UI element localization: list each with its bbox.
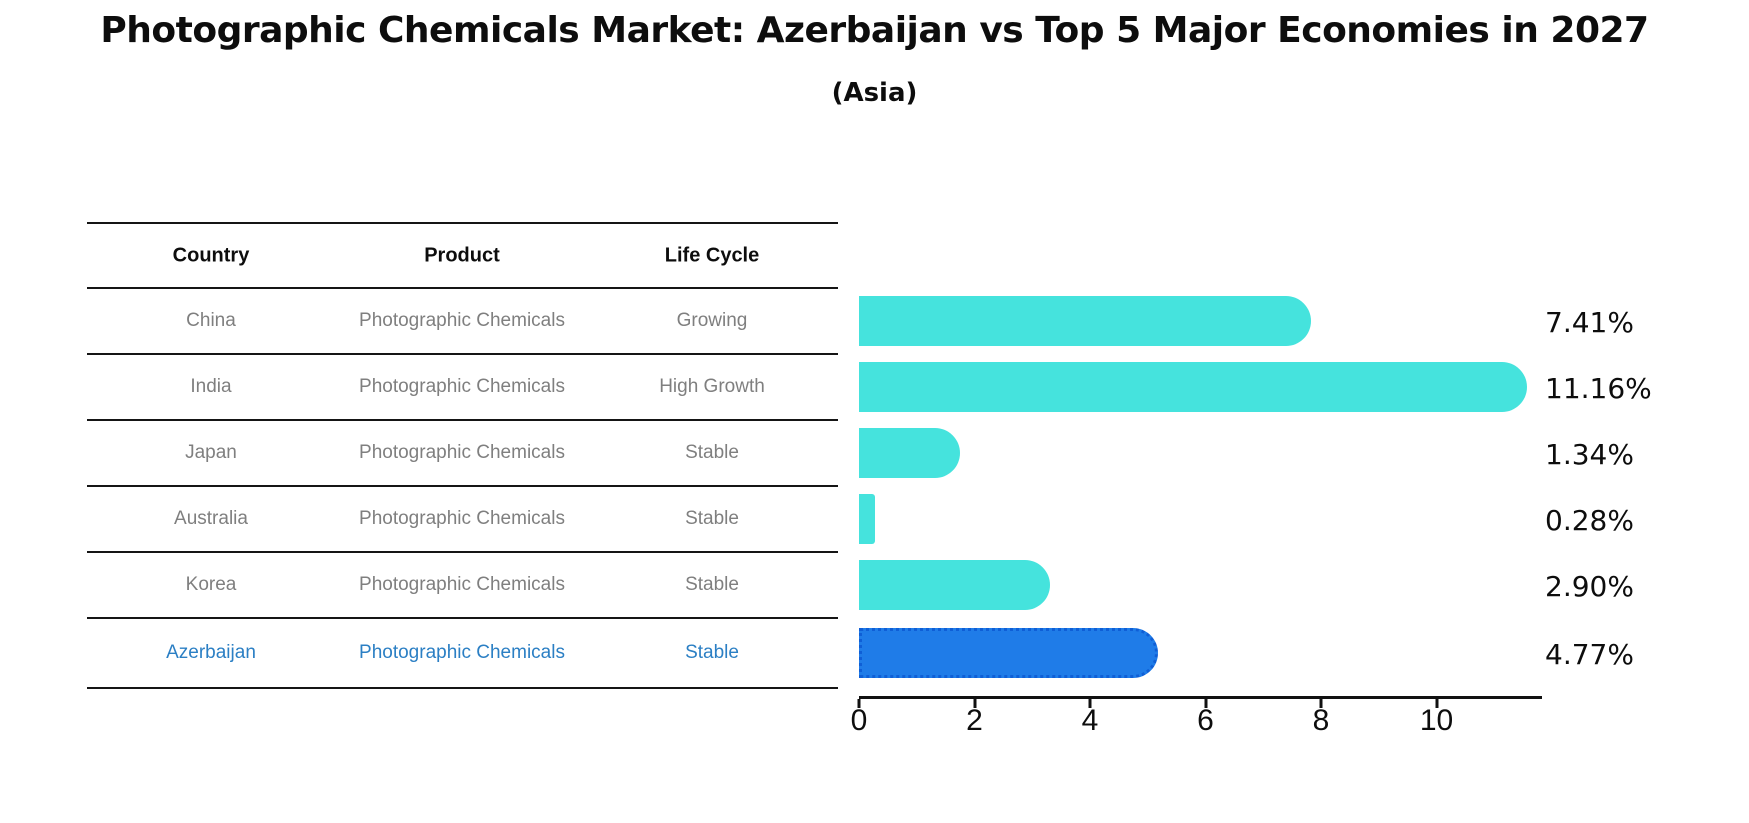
bar-china (859, 296, 1311, 346)
x-axis-tick-label: 8 (1312, 704, 1330, 737)
highlight-bar-azerbaijan (859, 628, 1159, 678)
chart-title: Photographic Chemicals Market: Azerbaija… (100, 10, 1649, 51)
table-header-country: Country (172, 244, 250, 267)
table-cell-product: Photographic Chemicals (359, 376, 565, 397)
table-cell-country: Japan (185, 442, 237, 463)
table-row-rule (87, 353, 838, 355)
bar-australia (859, 494, 876, 544)
x-axis-tick (857, 699, 861, 708)
x-axis-line (859, 696, 1542, 699)
bar-japan (859, 428, 961, 478)
table-cell-country: Korea (185, 574, 237, 595)
x-axis-tick-label: 4 (1081, 704, 1099, 737)
table-cell-country: China (186, 310, 236, 331)
table-cell-life-cycle: Stable (685, 574, 739, 595)
x-axis-tick (1435, 699, 1438, 708)
table-cell-country: Australia (174, 508, 248, 529)
table-row-rule (87, 617, 838, 619)
value-label-australia: 0.28% (1545, 503, 1634, 537)
x-axis-tick (1088, 699, 1092, 708)
value-label-japan: 1.34% (1545, 437, 1634, 471)
x-axis-tick (1204, 699, 1207, 708)
chart-subtitle: (Asia) (831, 78, 918, 108)
x-axis-tick-label: 6 (1197, 704, 1214, 737)
value-label-china: 7.41% (1545, 305, 1634, 339)
table-cell-product: Photographic Chemicals (359, 642, 565, 663)
x-axis-tick (1319, 699, 1323, 708)
table-cell-product: Photographic Chemicals (359, 310, 565, 331)
table-cell-life-cycle: Stable (685, 442, 739, 463)
table-row-rule (87, 419, 838, 421)
table-cell-country: Azerbaijan (166, 642, 256, 663)
table-cell-life-cycle: Stable (685, 508, 739, 529)
value-label-korea: 2.90% (1545, 569, 1634, 603)
table-header-product: Product (424, 244, 500, 267)
x-axis-tick (973, 699, 976, 708)
table-cell-life-cycle: Growing (676, 310, 748, 331)
table-cell-product: Photographic Chemicals (359, 442, 565, 463)
table-cell-product: Photographic Chemicals (359, 508, 565, 529)
x-axis-tick-label: 10 (1419, 704, 1454, 737)
table-row-rule (87, 485, 838, 487)
table-cell-life-cycle: High Growth (659, 376, 765, 397)
value-label-azerbaijan: 4.77% (1545, 637, 1634, 671)
table-cell-product: Photographic Chemicals (359, 574, 565, 595)
table-top-rule (87, 222, 838, 224)
table-row-rule (87, 551, 838, 553)
bar-korea (859, 560, 1051, 610)
x-axis-tick-label: 2 (966, 704, 983, 737)
table-bottom-rule (87, 687, 838, 689)
value-label-india: 11.16% (1545, 371, 1652, 405)
bar-india (859, 362, 1528, 412)
table-header-life-cycle: Life Cycle (664, 244, 760, 267)
table-cell-life-cycle: Stable (685, 642, 739, 663)
x-axis-tick-label: 0 (850, 704, 868, 737)
table-row-rule (87, 287, 838, 289)
table-cell-country: India (190, 376, 232, 397)
